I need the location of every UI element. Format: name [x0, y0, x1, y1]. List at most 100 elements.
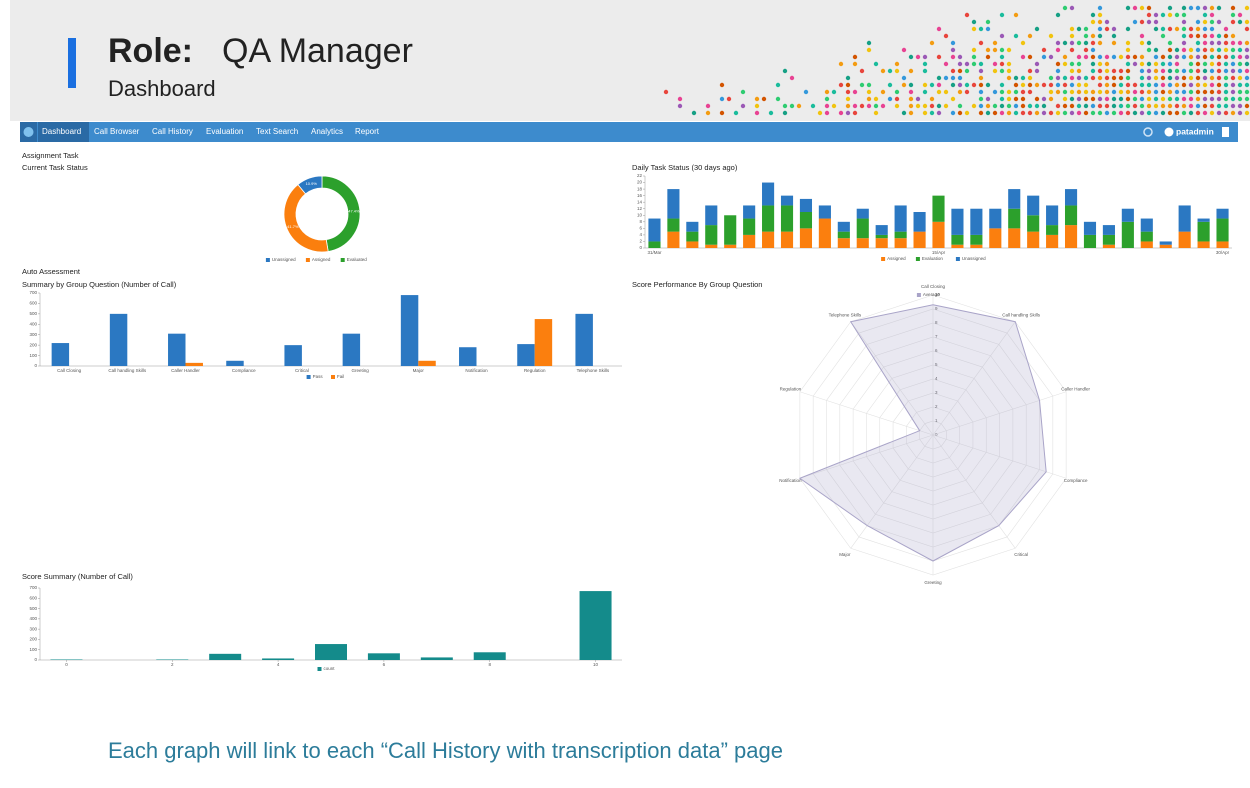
- r-tick-label: 1: [935, 418, 938, 423]
- decor-dot: [1181, 26, 1187, 32]
- decor-dot: [1083, 40, 1089, 46]
- decor-dot: [929, 103, 935, 109]
- spoke: [799, 434, 934, 479]
- bar-segment: [705, 205, 718, 226]
- decor-dot: [1216, 33, 1222, 39]
- axis-label: Critical: [1014, 552, 1028, 557]
- bar-segment: [648, 241, 661, 248]
- decor-dot: [1174, 68, 1180, 74]
- decor-dot: [1230, 103, 1236, 109]
- user-icon[interactable]: [1164, 127, 1174, 137]
- nav-item[interactable]: Text Search: [256, 127, 298, 136]
- decor-dot: [1181, 47, 1187, 53]
- nav-active: [38, 122, 89, 142]
- decor-dot: [726, 96, 732, 102]
- data-label: 41.7%: [287, 224, 299, 229]
- subtitle: Dashboard: [108, 76, 216, 101]
- y-tick-label: 300: [29, 626, 37, 631]
- decor-dot: [999, 54, 1005, 60]
- decor-dot: [1034, 103, 1040, 109]
- nav-item[interactable]: Report: [355, 127, 380, 136]
- axis-label: Compliance: [1064, 478, 1088, 483]
- decor-dot: [1209, 33, 1215, 39]
- decor-dot: [838, 61, 844, 67]
- decor-dot: [1048, 110, 1054, 116]
- decor-dot: [992, 40, 998, 46]
- user-name[interactable]: patadmin: [1176, 126, 1214, 136]
- decor-dot: [782, 110, 788, 116]
- chart-title: Score Summary (Number of Call): [22, 572, 133, 581]
- decor-dot: [1132, 19, 1138, 25]
- legend-swatch: [331, 375, 335, 379]
- decor-dot: [1132, 5, 1138, 11]
- decor-dot: [1083, 33, 1089, 39]
- radar-area: [798, 304, 1047, 562]
- decor-dot: [1125, 89, 1131, 95]
- donut-segment: [283, 184, 329, 253]
- decor-dot: [1146, 75, 1152, 81]
- decor-dot: [1083, 47, 1089, 53]
- bar-segment: [743, 205, 756, 219]
- decor-dot: [719, 96, 725, 102]
- decor-dot: [1146, 103, 1152, 109]
- decor-dot: [1083, 54, 1089, 60]
- decor-dot: [1160, 96, 1166, 102]
- nav-item[interactable]: Analytics: [311, 127, 343, 136]
- logout-icon[interactable]: [1222, 127, 1229, 137]
- decor-dot: [768, 110, 774, 116]
- decor-dot: [1188, 103, 1194, 109]
- nav-item[interactable]: Evaluation: [206, 127, 243, 136]
- x-tick-label: Compliance: [232, 368, 256, 373]
- decor-dot: [1195, 96, 1201, 102]
- decor-dot: [1237, 40, 1243, 46]
- decor-dot: [1209, 82, 1215, 88]
- decor-dot: [1209, 61, 1215, 67]
- decor-dot: [1041, 54, 1047, 60]
- settings-icon[interactable]: [1143, 127, 1153, 137]
- decor-dot: [922, 68, 928, 74]
- bar-segment: [1140, 218, 1153, 232]
- decor-dot: [1167, 82, 1173, 88]
- decor-dot: [1090, 40, 1096, 46]
- nav-item[interactable]: Dashboard: [42, 127, 81, 136]
- nav-item[interactable]: Call Browser: [94, 127, 140, 136]
- decor-dot: [1223, 33, 1229, 39]
- bar-segment: [1083, 234, 1097, 248]
- y-tick-label: 600: [29, 301, 37, 306]
- decor-dot: [1104, 75, 1110, 81]
- y-tick-label: 4: [639, 232, 642, 237]
- decor-dot: [1097, 5, 1103, 11]
- decor-dot: [1055, 61, 1061, 67]
- decor-dot: [1230, 47, 1236, 53]
- bar-segment: [856, 218, 869, 239]
- legend-label: Fail: [337, 374, 344, 379]
- decor-dot: [691, 110, 697, 116]
- decor-dot: [1188, 82, 1194, 88]
- decor-dot: [999, 33, 1005, 39]
- decor-dot: [1139, 19, 1145, 25]
- decor-dot: [845, 75, 851, 81]
- decor-dot: [1076, 61, 1082, 67]
- decor-dot: [852, 89, 858, 95]
- decor-dot: [1202, 12, 1208, 18]
- decor-dot: [1097, 12, 1103, 18]
- decor-dot: [1146, 5, 1152, 11]
- bar: [226, 360, 244, 366]
- decor-dot: [859, 68, 865, 74]
- axis-label: Major: [839, 552, 851, 557]
- decor-dot: [1237, 68, 1243, 74]
- decor-dot: [845, 82, 851, 88]
- bar-segment: [837, 221, 850, 232]
- bar-segment: [1008, 189, 1021, 209]
- decor-dot: [1174, 103, 1180, 109]
- nav-item[interactable]: Call History: [152, 127, 193, 136]
- bar-segment: [837, 231, 850, 239]
- spoke: [850, 321, 934, 436]
- decor-dot: [1174, 12, 1180, 18]
- decor-dot: [1237, 61, 1243, 67]
- decor-dot: [1125, 47, 1131, 53]
- x-tick-label: 10: [593, 662, 599, 667]
- decor-dot: [866, 96, 872, 102]
- decor-dot: [1062, 82, 1068, 88]
- bar: [209, 653, 242, 660]
